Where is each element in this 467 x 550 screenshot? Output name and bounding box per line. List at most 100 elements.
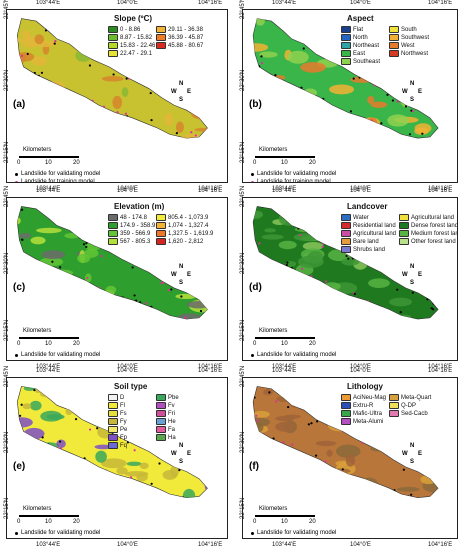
landslide-point	[170, 288, 173, 291]
landslide-point	[341, 468, 344, 471]
legend-label: 1,620 - 2,812	[168, 238, 204, 245]
landslide-point	[129, 476, 133, 479]
scale-label: 0	[253, 519, 257, 525]
map-patch	[278, 212, 300, 226]
validate-label: Landslide for validating model	[21, 171, 101, 177]
legend-swatch	[389, 410, 399, 417]
legend-swatch	[389, 402, 399, 409]
landslide-point	[20, 238, 24, 241]
map-patch	[253, 43, 269, 52]
map-patch	[372, 314, 395, 320]
tick-top: 103°44'E	[272, 0, 297, 6]
scale-label: 10	[281, 341, 288, 347]
landslide-point	[40, 71, 44, 74]
map-patch	[112, 95, 123, 110]
legend-swatch	[341, 418, 351, 425]
map-patch	[48, 284, 60, 290]
tick-bottom: 104°16'E	[198, 542, 223, 548]
legend-label: 29.11 - 36.38	[168, 26, 203, 33]
map-frame: (b) Aspect Flat North Northeast East Southeast…	[242, 9, 458, 183]
legend-swatch	[389, 42, 399, 49]
landslide-point	[126, 441, 129, 444]
map-patch	[175, 121, 184, 133]
legend-item: Northeast	[341, 42, 379, 49]
panel-letter: (f)	[249, 461, 259, 472]
legend-swatch	[108, 410, 118, 417]
compass-e: E	[187, 89, 192, 95]
landslide-point	[44, 29, 48, 32]
map-patch	[221, 482, 227, 491]
map-patch	[206, 406, 208, 411]
landslide-point	[150, 482, 153, 485]
study-area-map	[16, 18, 208, 139]
tick-top: 104°0'E	[350, 0, 371, 6]
landslide-point	[76, 461, 79, 464]
legend-swatch	[108, 230, 118, 237]
compass-e: E	[418, 89, 423, 95]
map-patch	[423, 432, 439, 446]
landslide-point	[150, 118, 153, 122]
landslide-point	[286, 261, 289, 264]
landslide-point	[107, 294, 110, 297]
map-patch	[7, 305, 15, 311]
map-patch	[101, 76, 124, 82]
legend-swatch	[341, 26, 351, 33]
legend-swatch	[156, 222, 166, 229]
legend-swatch	[156, 402, 166, 409]
legend-label: East	[353, 50, 366, 57]
scale-label: 20	[309, 160, 316, 166]
map-patch	[341, 257, 360, 266]
map-patch	[169, 18, 186, 26]
landslide-point	[250, 17, 252, 19]
landslide-point	[20, 54, 24, 57]
landslide-point	[116, 111, 119, 114]
map-patch	[367, 117, 377, 126]
map-patch	[203, 469, 208, 478]
map-patch	[65, 316, 92, 320]
landslide-point	[157, 311, 161, 315]
landslide-point	[35, 18, 39, 21]
map-patch	[277, 18, 298, 24]
panel-letter: (a)	[13, 99, 26, 110]
map-patch	[445, 200, 457, 212]
map-patch	[286, 305, 293, 313]
legend-swatch	[341, 394, 351, 401]
landslide-point	[37, 386, 40, 388]
map-patch	[51, 138, 77, 139]
landslide-point	[347, 257, 350, 260]
map-patch	[190, 431, 204, 437]
landslide-point	[256, 419, 259, 422]
compass-e: E	[187, 451, 192, 457]
landslide-point	[399, 311, 402, 314]
train-label: Landslide for training model	[257, 179, 331, 183]
landslide-point	[249, 20, 251, 22]
landslide-point	[111, 295, 114, 298]
landslide-point	[388, 454, 391, 457]
map-patch	[413, 422, 428, 431]
map-patch	[295, 473, 308, 479]
map-patch	[60, 285, 68, 294]
map-patch	[210, 239, 222, 244]
validate-dot	[251, 172, 254, 176]
map-patch	[263, 294, 286, 305]
legend-swatch	[108, 34, 118, 41]
landslide-point	[53, 42, 56, 45]
landslide-point	[321, 245, 324, 248]
map-patch	[335, 444, 361, 458]
map-patch	[83, 248, 99, 258]
landslide-point	[353, 292, 356, 296]
tick-left: 22°30'N	[240, 69, 246, 91]
legend-item: South	[389, 26, 417, 33]
map-patch	[315, 440, 337, 447]
map-patch	[385, 134, 401, 139]
map-patch	[243, 122, 253, 135]
scale-label: 0	[17, 160, 21, 166]
map-patch	[19, 232, 31, 239]
legend-swatch	[156, 426, 166, 433]
landslide-point	[315, 420, 319, 423]
landslide-point	[59, 266, 62, 269]
map-patch	[157, 18, 166, 24]
landslide-point	[82, 243, 86, 246]
landslide-point	[190, 131, 193, 134]
tick-left: 22°30'N	[240, 431, 246, 453]
